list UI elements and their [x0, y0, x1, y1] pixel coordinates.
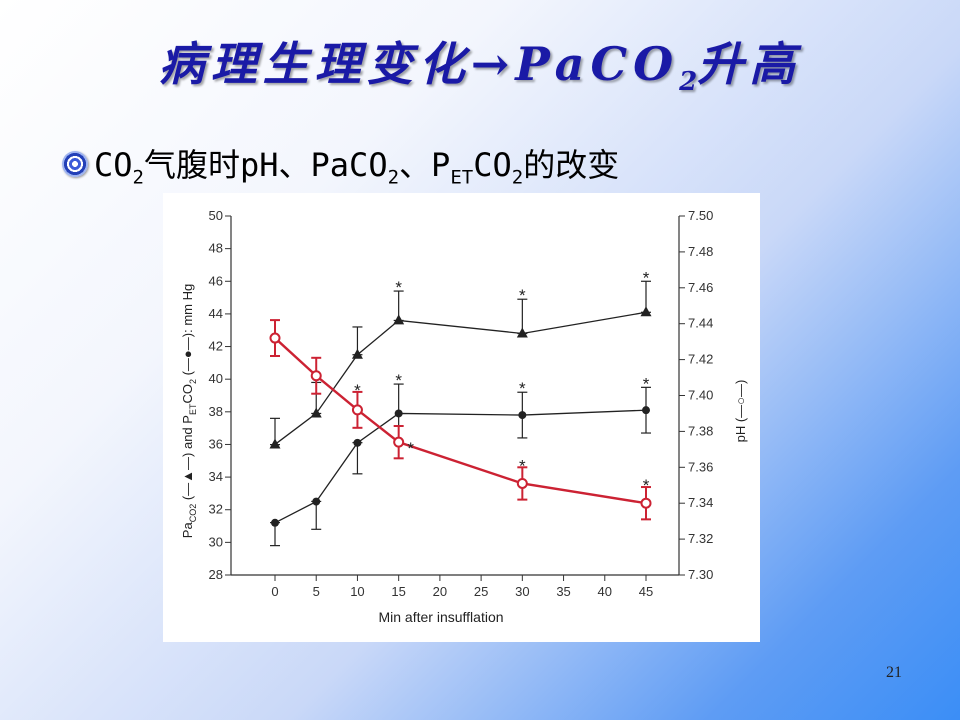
- slide-title-subscript: 2: [679, 67, 698, 98]
- page-number: 21: [886, 664, 902, 681]
- y-axis-label-left-subscript: CO2: [188, 504, 198, 523]
- data-point-dot: [518, 411, 527, 420]
- bullet-line: CO2气腹时pH、PaCO2、PETCO2的改变: [62, 140, 619, 188]
- data-point-open-circle: [640, 497, 652, 509]
- x-tick-label: 15: [391, 584, 405, 599]
- y-axis-label-left-part: CO: [180, 384, 195, 404]
- x-tick-label: 20: [433, 584, 447, 599]
- y-tick-label-left: 30: [209, 534, 223, 549]
- data-point-triangle: [269, 438, 281, 449]
- x-tick-label: 5: [313, 584, 320, 599]
- y-axis-label-left-part: Pa: [180, 522, 195, 539]
- data-point-triangle: [516, 327, 528, 338]
- significance-asterisk: *: [354, 381, 361, 400]
- data-point-dot: [312, 497, 321, 506]
- y-tick-label-left: 34: [209, 469, 223, 484]
- x-axis-label: Min after insufflation: [378, 609, 503, 625]
- series-line: [274, 337, 647, 505]
- y-tick-label-left: 50: [209, 208, 223, 223]
- data-point-dot: [394, 409, 403, 418]
- y-axis-label-left: PaCO2 (—▲—) and PETCO2 (—●—): mm Hg: [180, 284, 198, 538]
- y-tick-label-left: 48: [209, 241, 223, 256]
- bullet-text-part: CO: [94, 146, 133, 184]
- significance-asterisk: *: [407, 439, 414, 458]
- chart-svg: 2830323436384042444648507.307.327.347.36…: [180, 208, 748, 625]
- x-tick-label: 0: [271, 584, 278, 599]
- data-point-triangle: [351, 348, 363, 359]
- y-tick-label-left: 44: [209, 306, 223, 321]
- slide-title-main: 病理生理变化→PaCO: [158, 37, 680, 91]
- data-point-open-circle: [516, 477, 528, 489]
- y-axis-label-left-part: (—▲—) and P: [180, 415, 195, 504]
- bullet-text-subscript: 2: [387, 166, 400, 189]
- data-point-triangle: [310, 407, 322, 418]
- y-axis-label-left-subscript: ET: [188, 403, 198, 415]
- data-point-dot: [353, 438, 362, 447]
- series-line: [274, 311, 647, 445]
- significance-asterisk: *: [643, 476, 650, 495]
- significance-asterisk: *: [519, 456, 526, 475]
- data-point-dot: [642, 406, 650, 415]
- data-point-open-circle: [393, 436, 405, 448]
- slide-title-tail: 升高: [697, 37, 802, 91]
- significance-asterisk: *: [643, 268, 650, 287]
- data-point-open-circle: [351, 404, 363, 416]
- x-tick-label: 35: [556, 584, 570, 599]
- bullet-text-subscript: ET: [450, 166, 474, 189]
- significance-asterisk: *: [519, 379, 526, 398]
- y-tick-label-right: 7.40: [688, 388, 713, 403]
- y-tick-label-right: 7.44: [688, 316, 713, 331]
- data-point-triangle: [640, 306, 652, 317]
- x-tick-label: 10: [350, 584, 364, 599]
- y-tick-label-right: 7.42: [688, 352, 713, 367]
- y-axis-label-right: pH (—○—): [733, 380, 748, 443]
- bullet-text-part: 、P: [399, 146, 451, 184]
- bullet-text-subscript: 2: [132, 166, 144, 189]
- x-tick-label: 25: [474, 584, 488, 599]
- data-point-open-circle: [269, 332, 281, 344]
- y-tick-label-right: 7.38: [688, 423, 713, 438]
- y-tick-label-right: 7.34: [688, 495, 713, 510]
- spiral-bullet-icon: [62, 151, 88, 178]
- bullet-text-part: CO: [473, 146, 512, 184]
- y-axis-label-left-subscript: 2: [188, 379, 198, 384]
- bullet-text-part: 气腹时pH、PaCO: [143, 146, 388, 184]
- bullet-text-subscript: 2: [511, 166, 524, 189]
- y-tick-label-left: 46: [209, 273, 223, 288]
- y-tick-label-left: 36: [209, 436, 223, 451]
- y-tick-label-right: 7.50: [688, 208, 713, 223]
- x-tick-label: 30: [515, 584, 529, 599]
- slide-title: 病理生理变化→PaCO2升高: [0, 28, 960, 97]
- y-tick-label-left: 32: [209, 502, 223, 517]
- y-tick-label-left: 38: [209, 404, 223, 419]
- significance-asterisk: *: [395, 278, 402, 297]
- x-tick-label: 40: [598, 584, 612, 599]
- data-point-open-circle: [310, 370, 322, 382]
- x-tick-label: 45: [639, 584, 653, 599]
- series-line: [274, 409, 647, 524]
- data-point-dot: [271, 518, 279, 527]
- y-tick-label-left: 40: [209, 371, 223, 386]
- chart-marks: * * * * * * * * * *: [269, 268, 652, 547]
- bullet-text-part: 的改变: [523, 146, 620, 184]
- chart-axes: 2830323436384042444648507.307.327.347.36…: [209, 208, 714, 599]
- significance-asterisk: *: [643, 374, 650, 393]
- y-axis-label-left-part: (—●—): mm Hg: [180, 284, 195, 379]
- y-tick-label-right: 7.30: [688, 567, 713, 582]
- significance-asterisk: *: [519, 286, 526, 305]
- y-tick-label-left: 28: [209, 567, 223, 582]
- data-point-triangle: [393, 314, 405, 325]
- significance-asterisk: *: [395, 371, 402, 390]
- y-tick-label-right: 7.36: [688, 459, 713, 474]
- chart-panel: 28 30 32 34 36 38 40 42 44 46 48 50 7.30 7.32 7.34 7.36…: [163, 193, 760, 642]
- y-tick-label-left: 42: [209, 339, 223, 354]
- y-tick-label-right: 7.46: [688, 280, 713, 295]
- bullet-text: CO2气腹时pH、PaCO2、PETCO2的改变: [94, 140, 619, 188]
- y-tick-label-right: 7.48: [688, 244, 713, 259]
- y-tick-label-right: 7.32: [688, 531, 713, 546]
